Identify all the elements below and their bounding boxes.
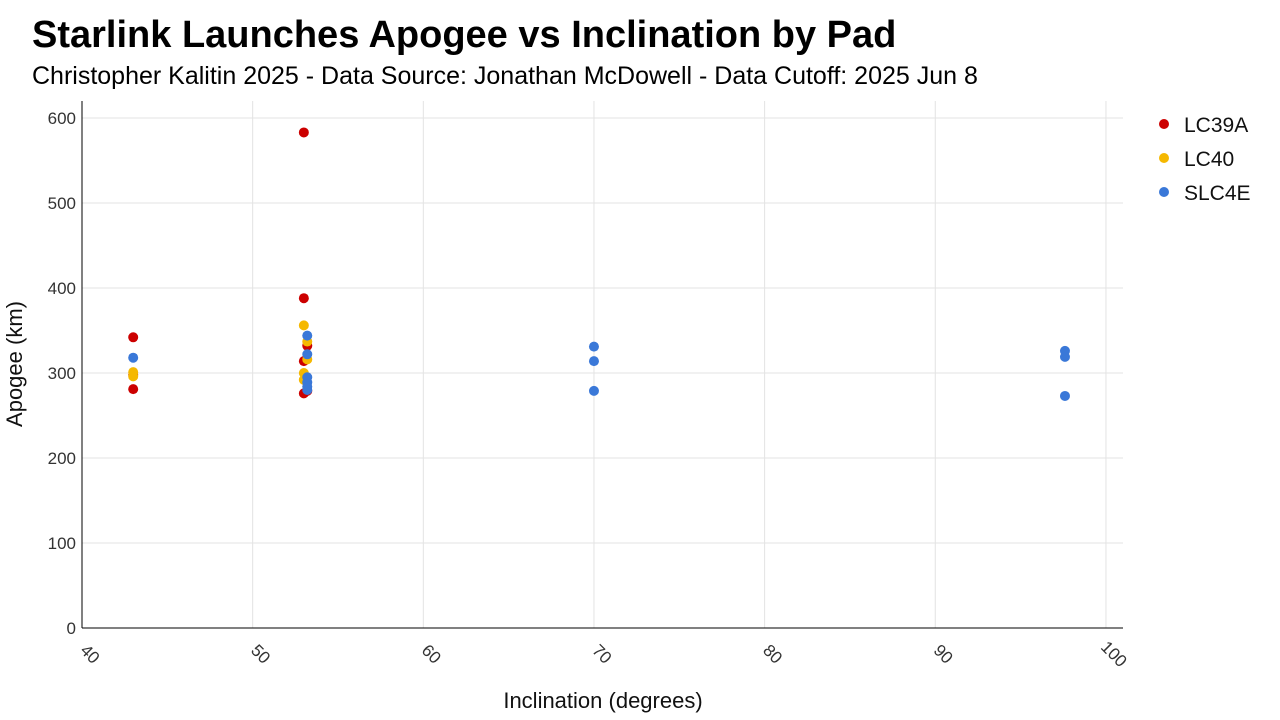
chart-subtitle: Christopher Kalitin 2025 - Data Source: … [32, 62, 978, 90]
data-point-slc4e [588, 341, 599, 352]
data-point-lc39a [298, 293, 309, 304]
x-tick-label: 60 [418, 641, 445, 668]
y-tick-label: 600 [48, 109, 76, 128]
data-point-slc4e [1059, 390, 1070, 401]
data-point-slc4e [1059, 351, 1070, 362]
legend-label: LC39A [1184, 114, 1248, 137]
data-point-slc4e [302, 349, 313, 360]
y-axis-title: Apogee (km) [2, 301, 27, 427]
data-points [128, 127, 1070, 401]
data-point-lc40 [298, 320, 309, 331]
y-tick-label: 100 [48, 534, 76, 553]
chart-title: Starlink Launches Apogee vs Inclination … [32, 14, 897, 56]
x-tick-label: 70 [588, 641, 615, 668]
data-point-slc4e [128, 352, 139, 363]
data-point-slc4e [588, 385, 599, 396]
data-point-lc40 [128, 371, 139, 382]
legend-marker [1159, 187, 1169, 197]
y-tick-label: 300 [48, 364, 76, 383]
x-axis-title: Inclination (degrees) [503, 688, 702, 713]
data-point-slc4e [302, 330, 313, 341]
data-point-slc4e [588, 356, 599, 367]
y-tick-label: 400 [48, 279, 76, 298]
legend-label: LC40 [1184, 148, 1234, 171]
axes [81, 101, 1123, 629]
x-tick-label: 100 [1097, 637, 1130, 670]
data-point-lc39a [128, 332, 139, 343]
x-tick-label: 40 [76, 641, 103, 668]
x-tick-label: 80 [759, 641, 786, 668]
y-tick-label: 500 [48, 194, 76, 213]
x-tick-label: 90 [930, 641, 957, 668]
legend-label: SLC4E [1184, 182, 1251, 205]
x-tick-label: 50 [247, 641, 274, 668]
legend-marker [1159, 119, 1169, 129]
legend: LC39A LC40 SLC4E [1159, 114, 1251, 205]
data-point-lc39a [128, 384, 139, 395]
grid-lines [81, 101, 1123, 628]
y-tick-label: 0 [67, 619, 76, 638]
data-point-slc4e [302, 385, 313, 395]
y-tick-label: 200 [48, 449, 76, 468]
legend-marker [1159, 153, 1169, 163]
data-point-lc39a [298, 127, 309, 138]
